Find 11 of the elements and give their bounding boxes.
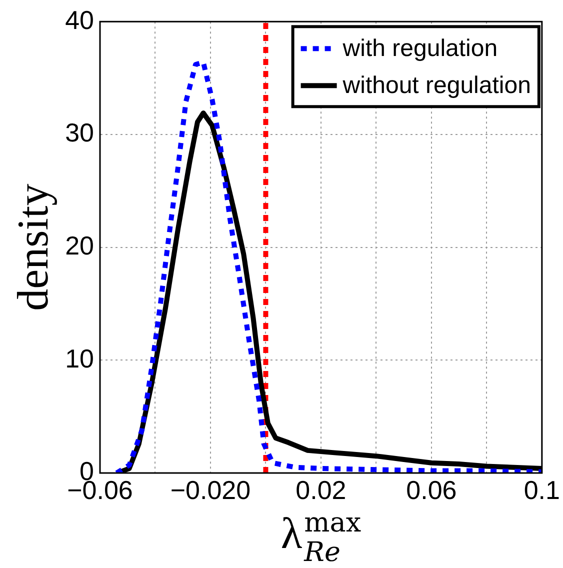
x-tick-label: 0.02 (296, 474, 346, 505)
y-tick-label: 30 (65, 118, 94, 148)
y-tick-label: 20 (65, 230, 94, 260)
y-tick-label: 10 (65, 343, 94, 374)
x-tick-label: 0.06 (406, 474, 457, 505)
legend-label: without regulation (342, 72, 531, 100)
y-tick-label: 40 (65, 4, 94, 35)
legend-label: with regulation (342, 35, 498, 62)
y-axis-title: density (8, 184, 58, 311)
x-tick-label: 0.1 (524, 474, 560, 505)
x-tick-label: −0.020 (170, 474, 251, 505)
